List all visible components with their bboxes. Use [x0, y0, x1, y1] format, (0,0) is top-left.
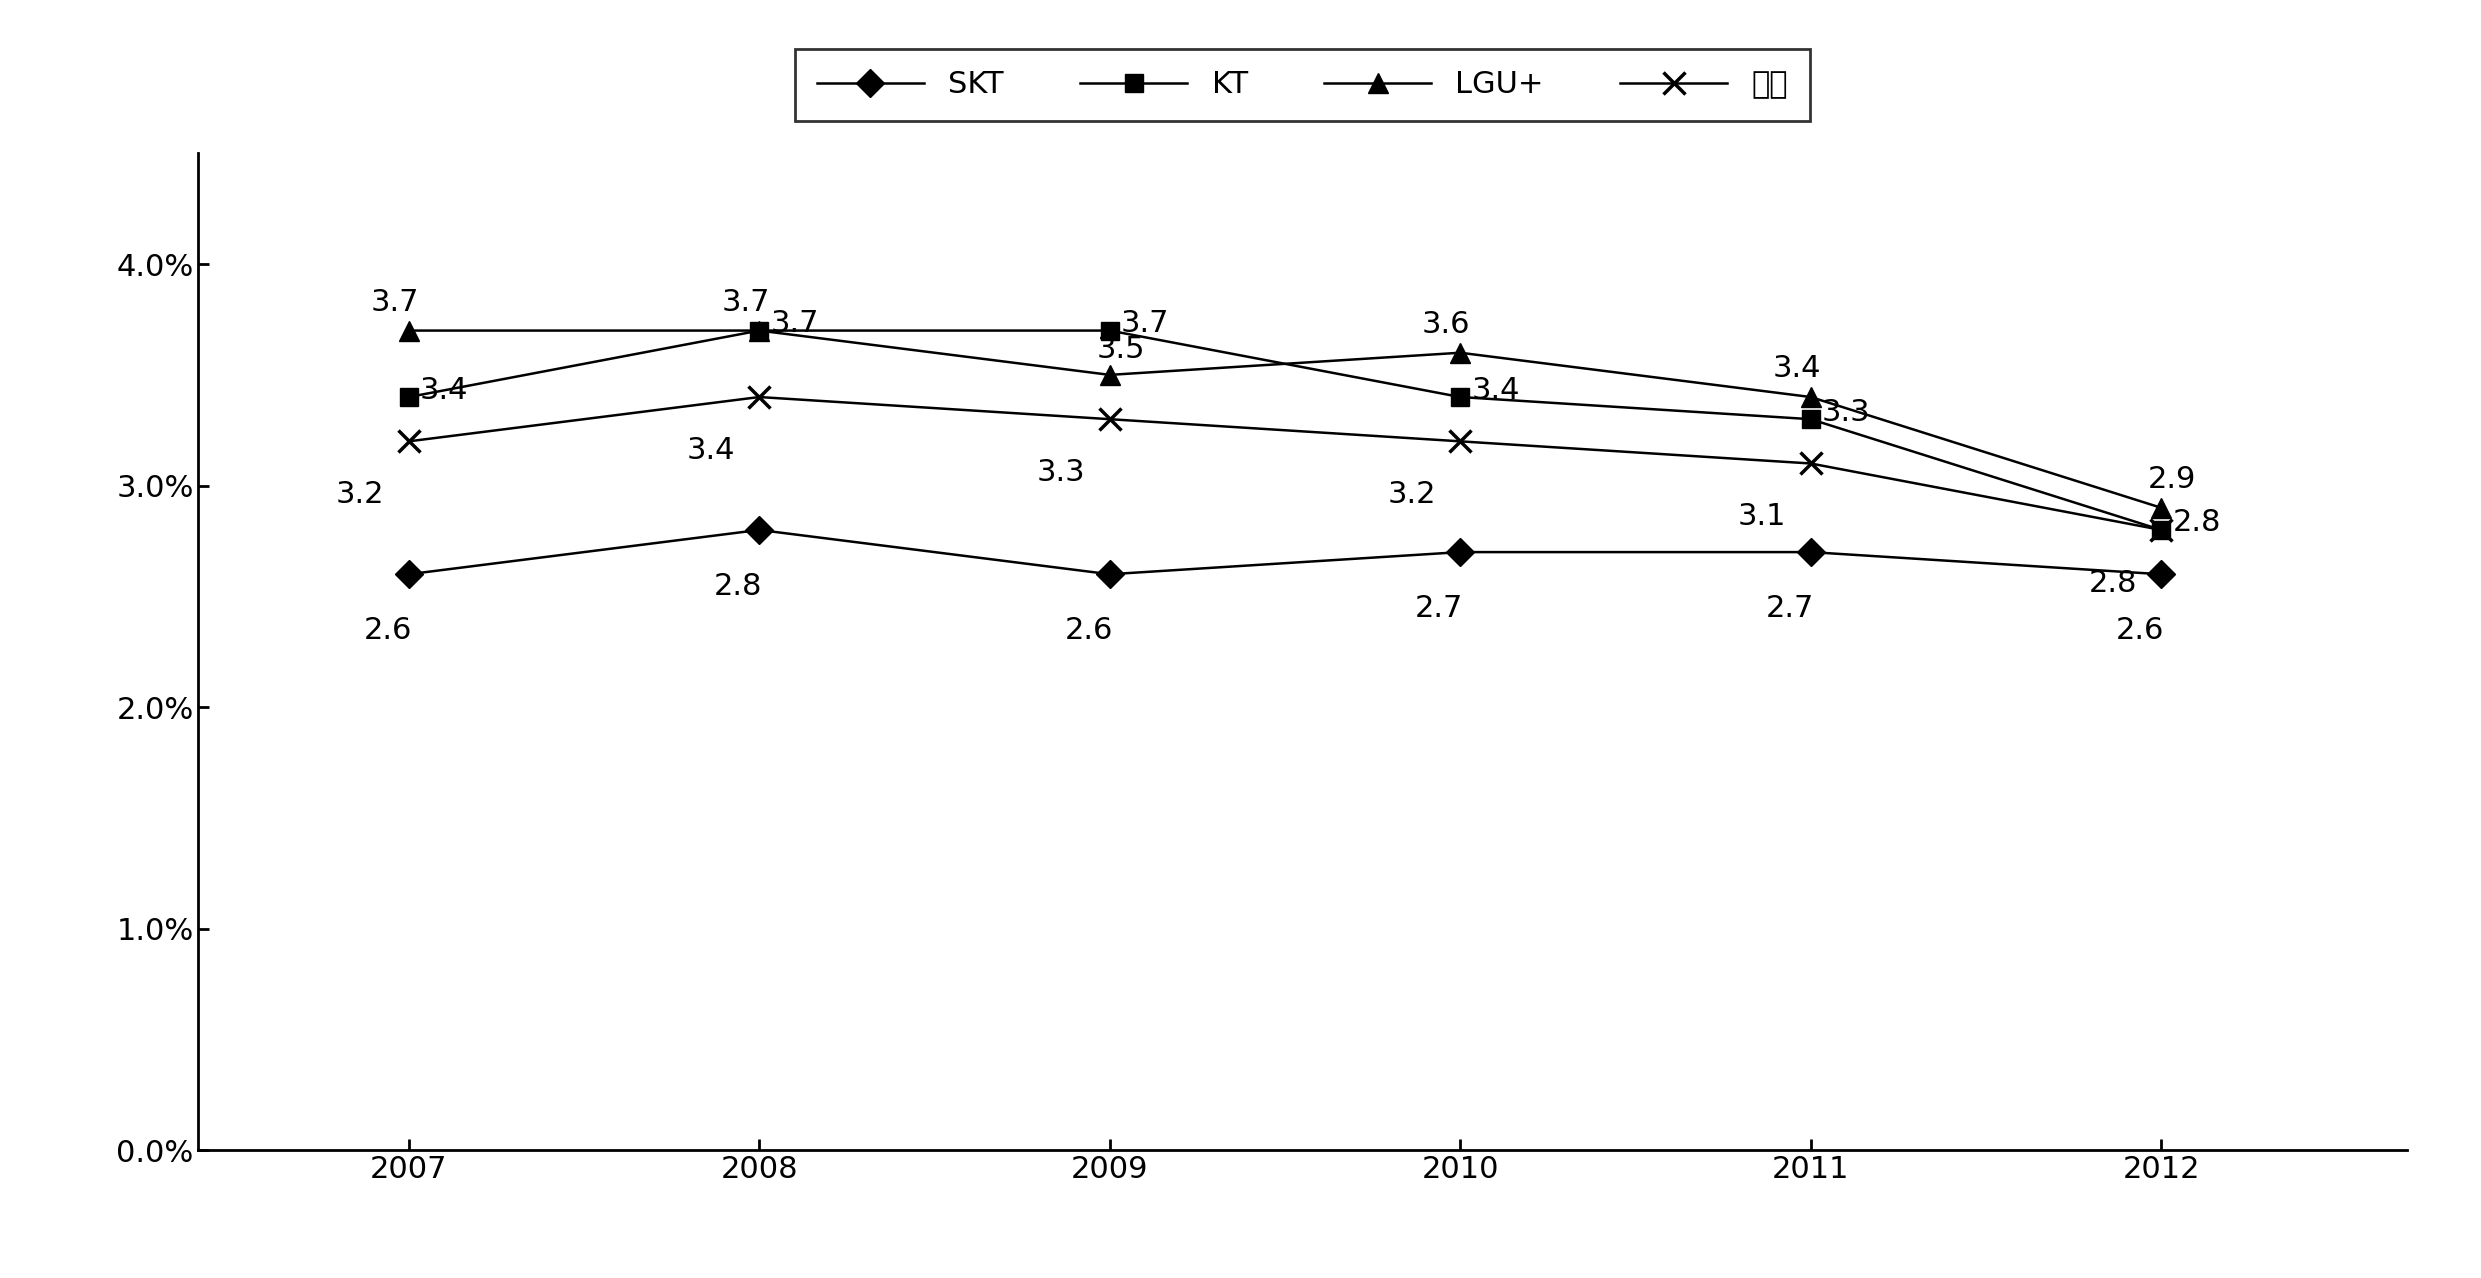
Line: SKT: SKT — [399, 520, 2171, 584]
평균 — [394, 433, 424, 449]
SKT — [1446, 544, 1476, 560]
Text: 2.6: 2.6 — [1064, 616, 1114, 645]
Line: KT: KT — [399, 322, 2171, 539]
SKT — [1796, 544, 1826, 560]
SKT — [2146, 566, 2176, 581]
Text: 3.7: 3.7 — [1121, 309, 1169, 339]
Text: 3.7: 3.7 — [772, 309, 819, 339]
Text: 3.3: 3.3 — [1821, 397, 1871, 427]
Text: 3.2: 3.2 — [1387, 481, 1436, 509]
Text: 2.6: 2.6 — [2116, 616, 2163, 645]
LGU+ — [1446, 345, 1476, 360]
KT — [2146, 523, 2176, 538]
Text: 2.9: 2.9 — [2149, 465, 2196, 493]
Text: 3.7: 3.7 — [722, 288, 769, 317]
Text: 3.4: 3.4 — [1771, 354, 1821, 383]
KT — [1796, 412, 1826, 427]
Text: 3.7: 3.7 — [370, 288, 419, 317]
LGU+ — [2146, 500, 2176, 515]
Text: 3.6: 3.6 — [1422, 309, 1471, 339]
평균 — [1796, 456, 1826, 472]
KT — [1446, 390, 1476, 405]
Text: 3.3: 3.3 — [1037, 458, 1087, 487]
Text: 2.7: 2.7 — [1414, 594, 1464, 622]
SKT — [744, 523, 774, 538]
Text: 3.1: 3.1 — [1737, 502, 1786, 532]
Text: 2.6: 2.6 — [365, 616, 412, 645]
Line: LGU+: LGU+ — [399, 321, 2171, 518]
평균 — [2146, 523, 2176, 538]
Text: 2.8: 2.8 — [2173, 509, 2220, 538]
Text: 2.8: 2.8 — [715, 571, 762, 601]
평균 — [1446, 433, 1476, 449]
평균 — [744, 390, 774, 405]
Text: 3.4: 3.4 — [687, 436, 734, 465]
Text: 2.8: 2.8 — [2089, 569, 2136, 598]
KT — [394, 390, 424, 405]
SKT — [394, 566, 424, 581]
Text: 3.5: 3.5 — [1097, 335, 1146, 364]
KT — [1094, 323, 1124, 339]
LGU+ — [394, 323, 424, 339]
Text: 2.7: 2.7 — [1766, 594, 1814, 622]
LGU+ — [744, 323, 774, 339]
SKT — [1094, 566, 1124, 581]
Text: 3.4: 3.4 — [419, 376, 469, 405]
LGU+ — [1094, 367, 1124, 382]
평균 — [1094, 412, 1124, 427]
KT — [744, 323, 774, 339]
Text: 3.4: 3.4 — [1471, 376, 1521, 405]
Legend: SKT, KT, LGU+, 평균: SKT, KT, LGU+, 평균 — [796, 49, 1809, 121]
Text: 3.2: 3.2 — [335, 481, 385, 509]
LGU+ — [1796, 390, 1826, 405]
Line: 평균: 평균 — [397, 386, 2173, 541]
